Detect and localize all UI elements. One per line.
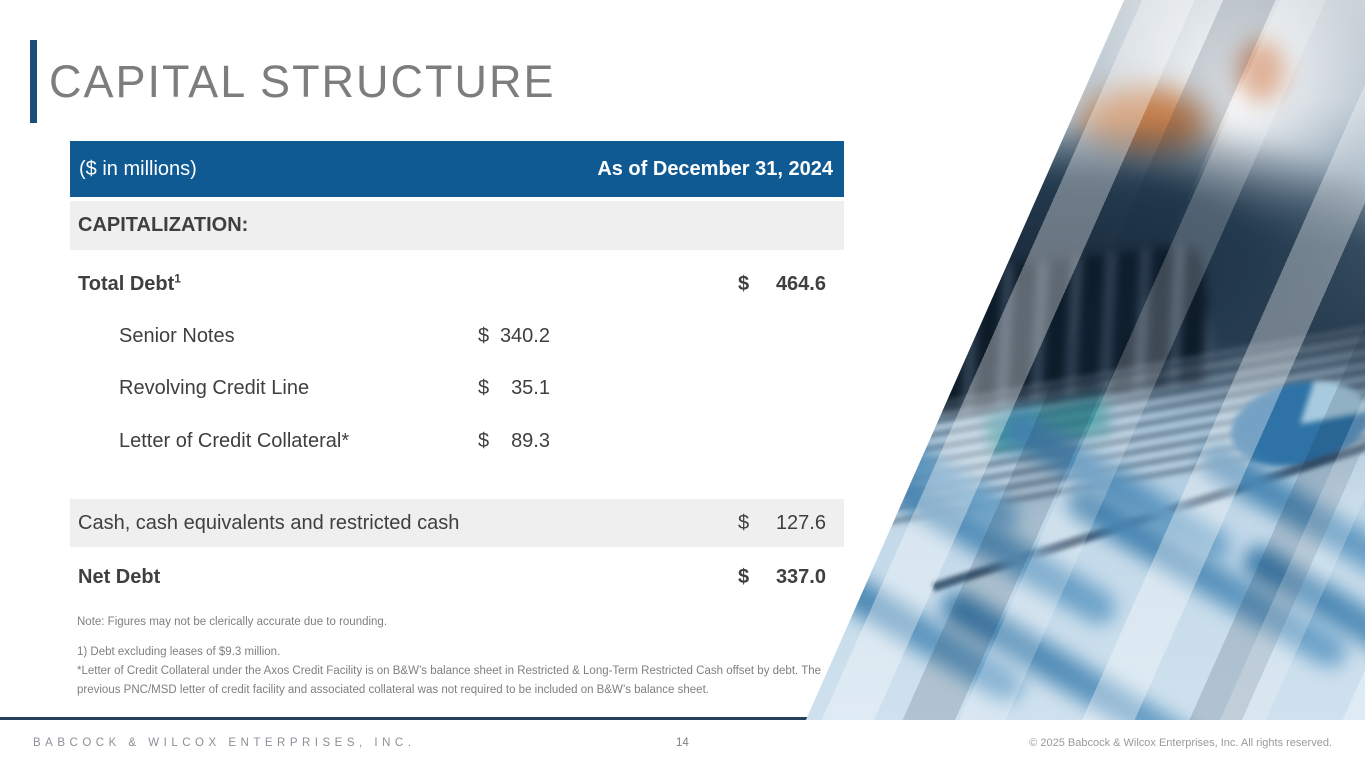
row-label: Senior Notes — [119, 325, 235, 347]
table-row-revolving-credit-line: Revolving Credit Line $ 35.1 — [70, 373, 844, 403]
table-date-label: As of December 31, 2024 — [597, 157, 833, 180]
currency-symbol: $ — [738, 512, 750, 534]
row-value: 127.6 — [775, 512, 826, 534]
row-value: 35.1 — [511, 377, 550, 399]
footer-rule — [0, 717, 1365, 720]
capital-structure-table: ($ in millions) As of December 31, 2024 … — [70, 141, 844, 593]
table-row-total-debt: Total Debt1 $ 464.6 — [70, 269, 844, 299]
table-units-label: ($ in millions) — [79, 157, 197, 180]
footer: BABCOCK & WILCOX ENTERPRISES, INC. 14 © … — [0, 720, 1365, 768]
footer-company-name: BABCOCK & WILCOX ENTERPRISES, INC. — [33, 737, 416, 749]
title-accent-bar — [30, 40, 37, 123]
currency-symbol: $ — [738, 566, 750, 588]
footnote-letter-of-credit: *Letter of Credit Collateral under the A… — [77, 665, 822, 696]
row-value: 337.0 — [775, 566, 826, 588]
table-row-net-debt: Net Debt $ 337.0 — [70, 562, 844, 592]
row-value: 340.2 — [499, 325, 550, 347]
currency-symbol: $ — [478, 430, 490, 452]
row-value: 89.3 — [511, 430, 550, 452]
currency-symbol: $ — [478, 325, 490, 347]
table-section-label: CAPITALIZATION: — [78, 214, 249, 236]
footer-copyright: © 2025 Babcock & Wilcox Enterprises, Inc… — [1029, 737, 1332, 749]
footer-page-number: 14 — [676, 737, 689, 749]
stock-photo-financial-desk — [805, 0, 1365, 722]
page-title: CAPITAL STRUCTURE — [49, 56, 556, 107]
photo-light-stripes-overlay — [805, 0, 1365, 722]
row-label: Total Debt1 — [78, 269, 181, 299]
table-section-row: CAPITALIZATION: — [70, 201, 844, 250]
currency-symbol: $ — [478, 377, 490, 399]
row-label-text: Total Debt — [78, 273, 175, 295]
row-value: 464.6 — [775, 273, 826, 295]
row-label: Letter of Credit Collateral* — [119, 430, 350, 452]
table-row-letter-of-credit-collateral: Letter of Credit Collateral* $ 89.3 — [70, 426, 844, 456]
row-label: Cash, cash equivalents and restricted ca… — [78, 512, 460, 534]
table-row-cash: Cash, cash equivalents and restricted ca… — [70, 499, 844, 547]
footnotes: Note: Figures may not be clerically accu… — [77, 613, 825, 700]
table-row-senior-notes: Senior Notes $ 340.2 — [70, 321, 844, 351]
table-header-row: ($ in millions) As of December 31, 2024 — [70, 141, 844, 197]
row-label: Net Debt — [78, 566, 161, 588]
row-label: Revolving Credit Line — [119, 377, 310, 399]
footnote-rounding: Note: Figures may not be clerically accu… — [77, 616, 388, 628]
footnote-leases: 1) Debt excluding leases of $9.3 million… — [77, 646, 281, 658]
currency-symbol: $ — [738, 273, 750, 295]
photo-bokeh-blob — [1237, 40, 1285, 102]
footnote-marker: 1 — [174, 271, 181, 286]
